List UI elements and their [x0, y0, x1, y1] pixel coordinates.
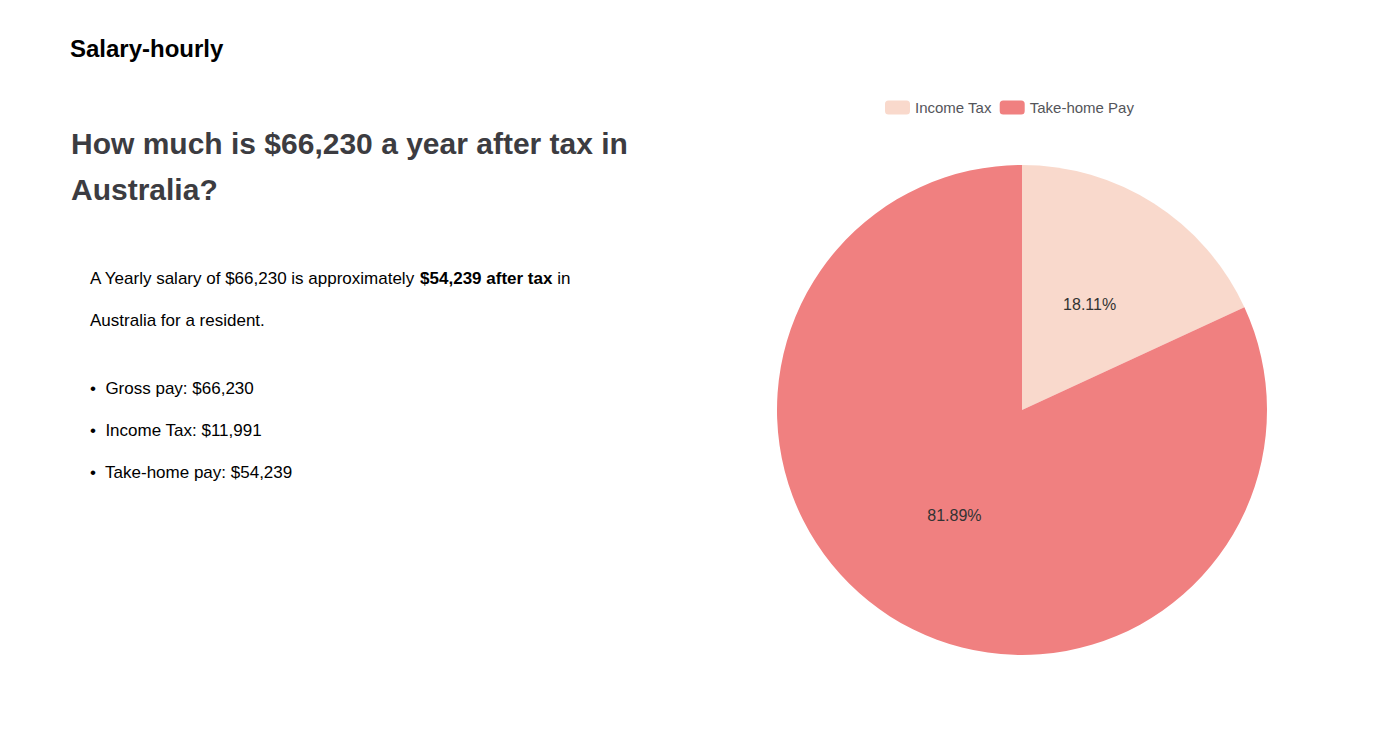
- svg-text:Take-home Pay: Take-home Pay: [1030, 99, 1135, 116]
- svg-text:$54,239 after tax: $54,239 after tax: [420, 269, 553, 288]
- svg-text:S: S: [70, 35, 86, 62]
- svg-text:How much is $66,230 a year aft: How much is $66,230 a year after tax in: [71, 127, 628, 160]
- svg-text:Australia?: Australia?: [71, 173, 218, 206]
- svg-text:81.89%: 81.89%: [927, 507, 981, 524]
- svg-text:• Income Tax: $11,991: • Income Tax: $11,991: [90, 421, 262, 440]
- svg-text:A Yearly salary of $66,230 is: A Yearly salary of $66,230 is approximat…: [90, 269, 419, 288]
- svg-text:alary-hourly: alary-hourly: [86, 35, 224, 62]
- svg-text:• Gross pay: $66,230: • Gross pay: $66,230: [90, 379, 254, 398]
- svg-text:in: in: [552, 269, 570, 288]
- svg-text:• Take-home pay: $54,239: • Take-home pay: $54,239: [90, 463, 292, 482]
- svg-text:Income Tax: Income Tax: [915, 99, 992, 116]
- svg-text:Australia for a resident.: Australia for a resident.: [90, 311, 265, 330]
- svg-text:18.11%: 18.11%: [1063, 296, 1116, 313]
